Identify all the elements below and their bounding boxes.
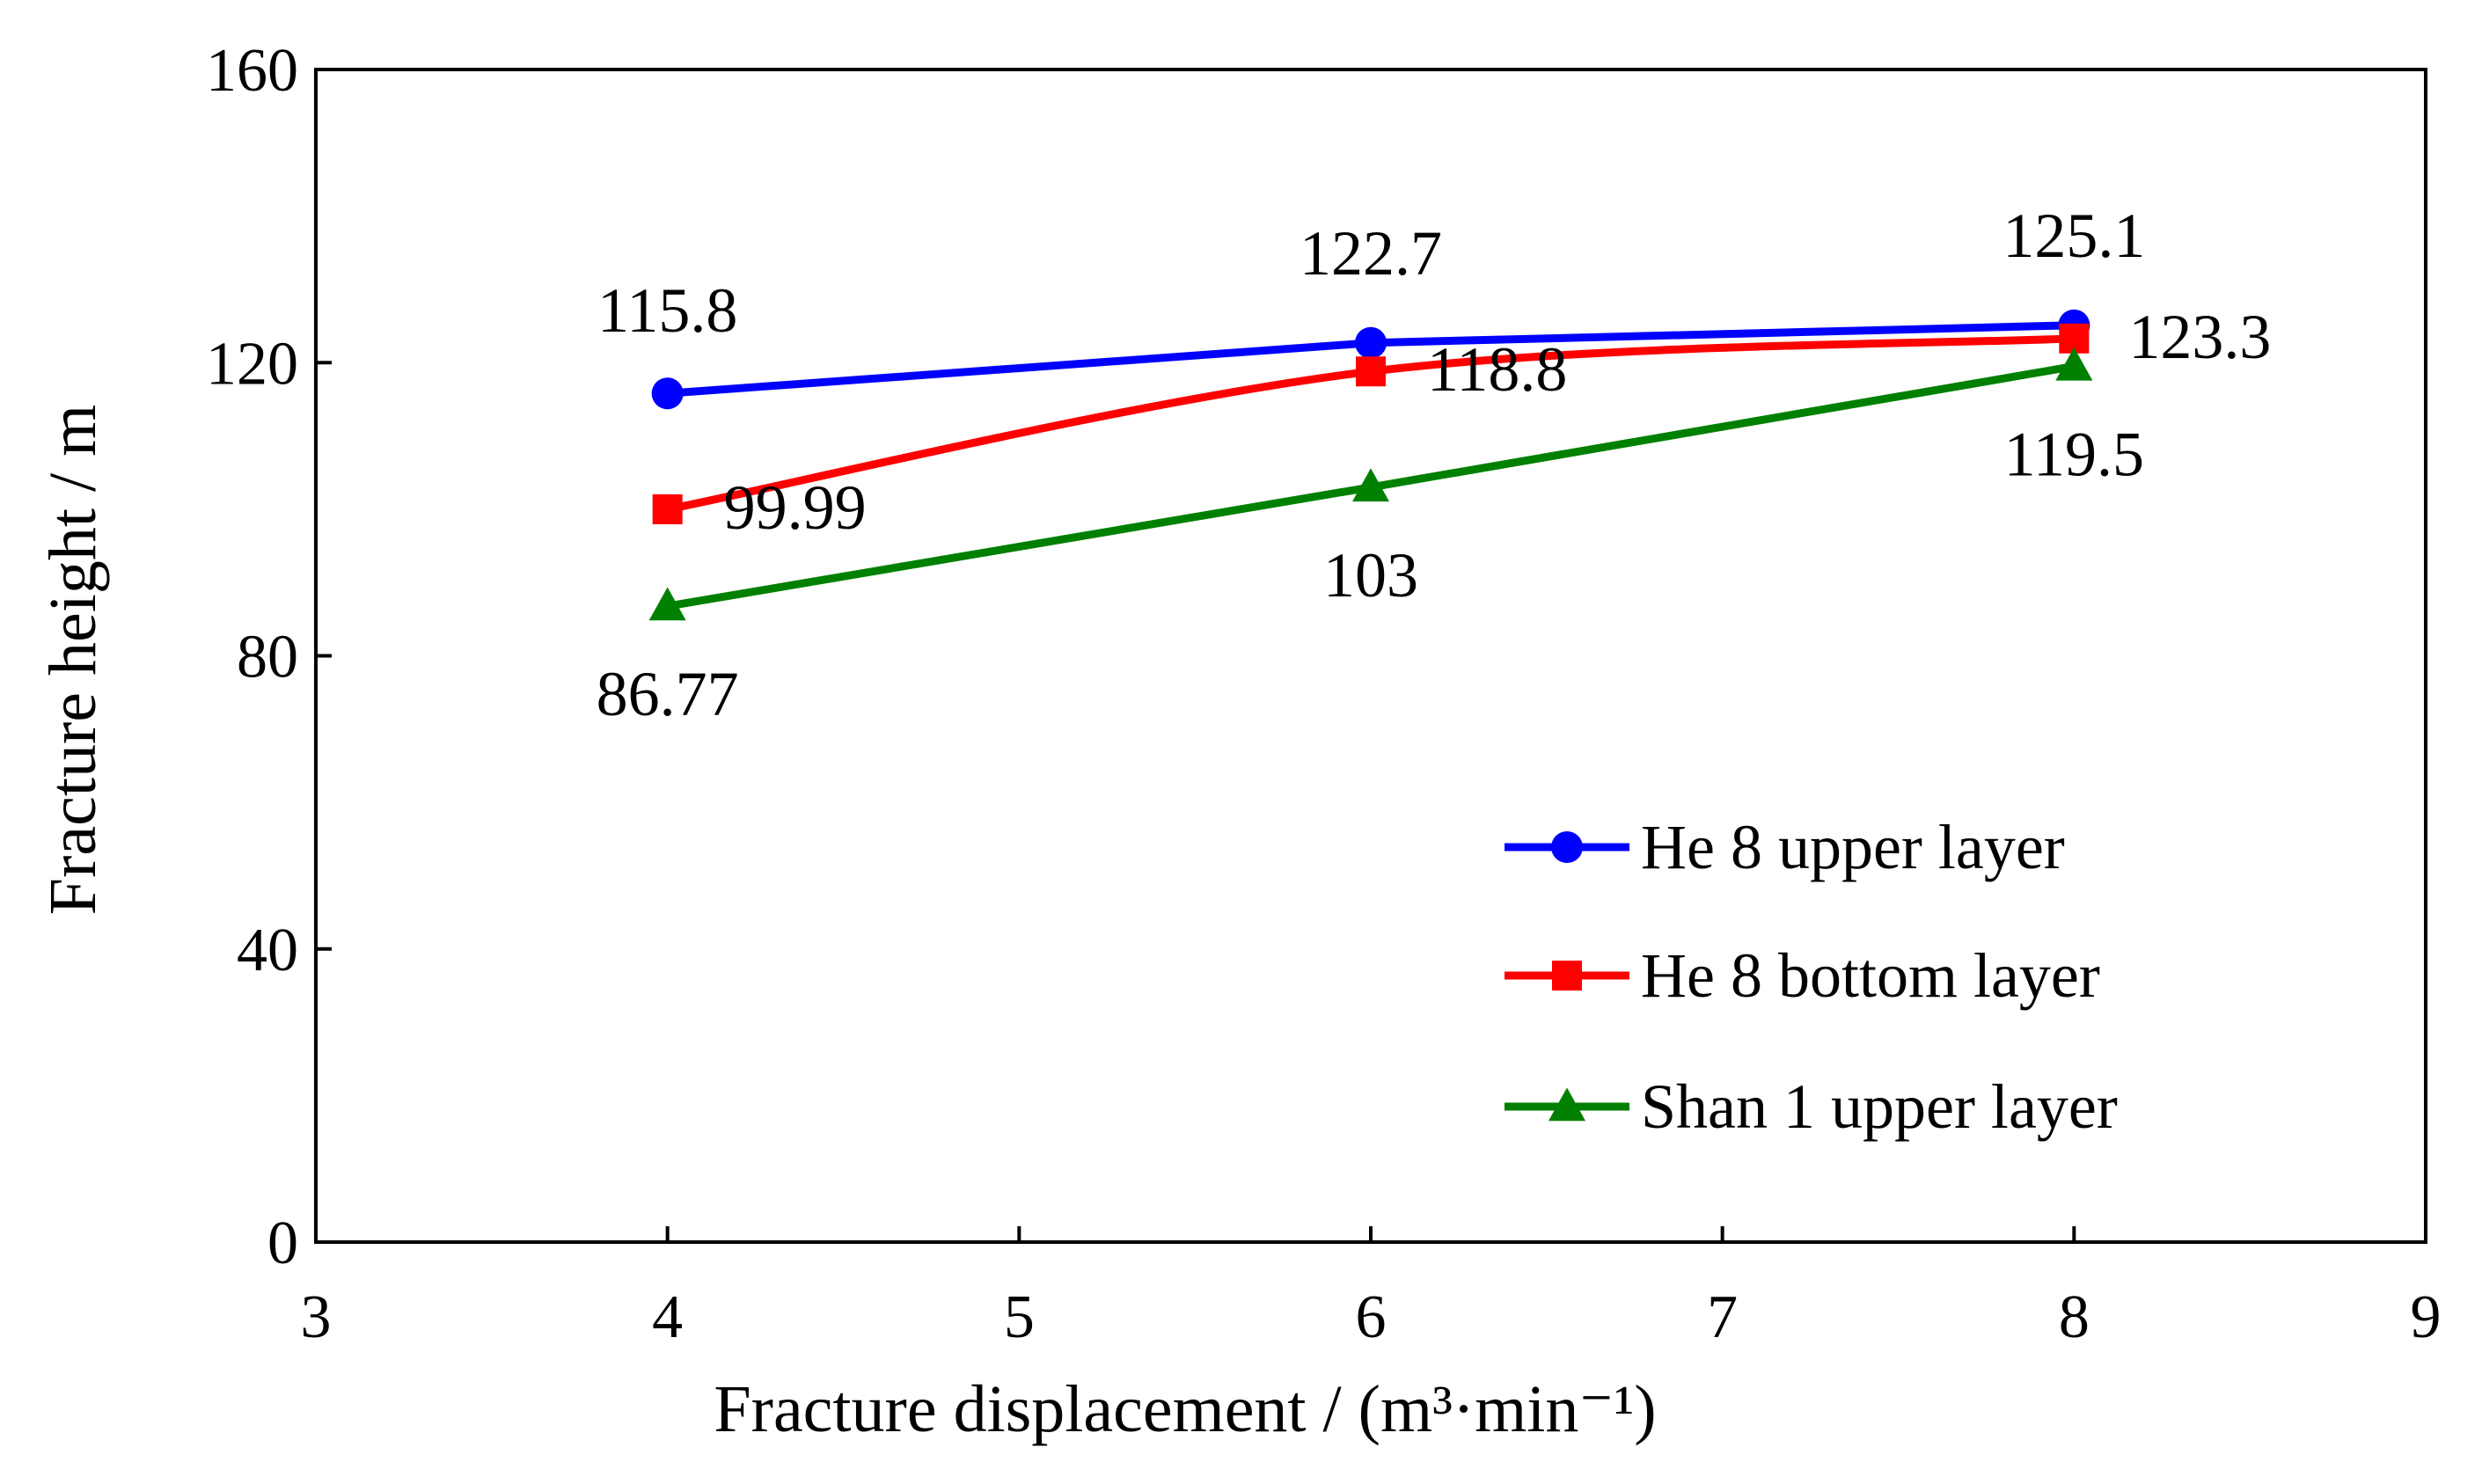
x-tick-label: 5 [1004, 1283, 1035, 1351]
y-tick-label: 120 [206, 330, 298, 398]
data-label: 122.7 [1300, 218, 1442, 289]
data-label: 115.8 [597, 275, 737, 346]
data-label: 86.77 [597, 659, 739, 729]
x-tick-label: 9 [2411, 1283, 2442, 1351]
y-tick-label: 160 [206, 37, 298, 105]
data-point-marker [651, 377, 684, 410]
y-axis-title: Fracture height / m [36, 405, 110, 915]
data-label: 103 [1323, 540, 1418, 610]
ticks-group: 3 4 5 6 7 8 9 0 40 80 120 160 [206, 37, 2442, 1351]
data-label: 99.99 [724, 472, 867, 543]
legend-marker [1549, 1087, 1585, 1122]
data-point-marker [1352, 468, 1389, 502]
x-tick-label: 8 [2059, 1283, 2090, 1351]
y-tick-label: 40 [237, 917, 298, 984]
data-point-marker [1355, 326, 1387, 359]
y-tick-label: 80 [237, 624, 298, 691]
data-label: 118.8 [1427, 334, 1567, 405]
x-tick-label: 4 [652, 1283, 683, 1351]
y-tick-label: 0 [267, 1210, 298, 1277]
series-group [648, 309, 2093, 621]
legend-label: He 8 upper layer [1641, 812, 2065, 882]
x-axis-title: Fracture displacement / (m³·min⁻¹) [714, 1372, 1656, 1446]
legend-marker [1552, 961, 1582, 991]
legend-label: He 8 bottom layer [1641, 940, 2100, 1011]
data-label: 123.3 [2128, 302, 2271, 372]
x-tick-label: 3 [301, 1283, 332, 1351]
data-point-marker [2055, 347, 2093, 381]
x-tick-label: 7 [1707, 1283, 1738, 1351]
data-point-marker [1356, 356, 1386, 387]
legend-marker [1551, 831, 1583, 863]
data-label: 119.5 [2004, 419, 2144, 489]
data-labels-group: 115.8 122.7 125.1 99.99 118.8 123.3 86.77 103 11… [597, 201, 2272, 729]
legend-label: Shan 1 upper layer [1641, 1071, 2118, 1142]
data-label: 125.1 [2002, 201, 2145, 271]
legend: He 8 upper layer He 8 bottom layer Shan 1 … [1505, 812, 2118, 1142]
data-point-marker [652, 493, 683, 524]
x-tick-label: 6 [1356, 1283, 1387, 1351]
data-point-marker [648, 587, 686, 621]
